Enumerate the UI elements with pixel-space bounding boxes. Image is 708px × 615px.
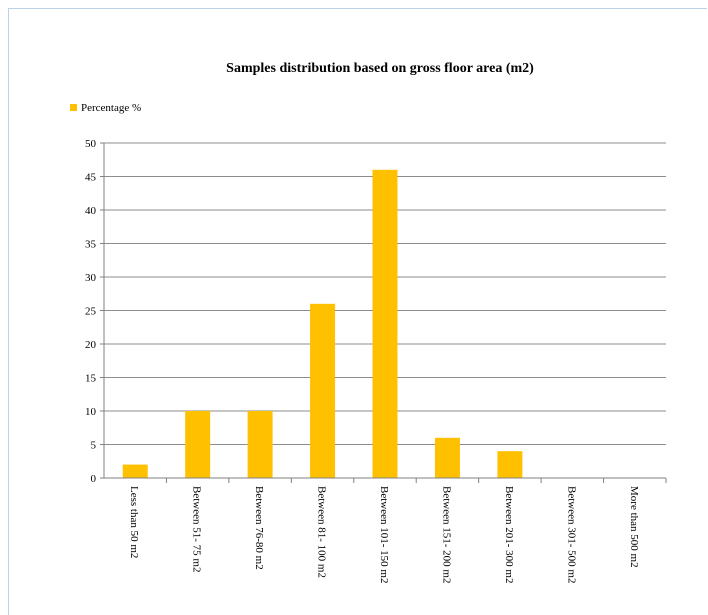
bar bbox=[372, 169, 398, 479]
axes bbox=[100, 142, 667, 483]
x-tick-label: Between 51- 75 m2 bbox=[191, 486, 203, 572]
y-tick-label: 0 bbox=[91, 473, 97, 485]
x-tick-label: Between 151- 200 m2 bbox=[440, 486, 452, 583]
bars bbox=[122, 169, 523, 479]
y-tick-label: 40 bbox=[85, 205, 97, 217]
chart-title: Samples distribution based on gross floo… bbox=[226, 61, 534, 76]
x-tick-label: Between 76-80 m2 bbox=[253, 486, 265, 570]
y-tick-label: 30 bbox=[85, 272, 97, 284]
y-tick-label: 20 bbox=[85, 339, 97, 351]
x-tick-label: Between 301- 500 m2 bbox=[565, 486, 577, 583]
x-tick-label: More than 500 m2 bbox=[628, 486, 640, 568]
bar bbox=[310, 303, 336, 478]
bar bbox=[185, 411, 211, 478]
x-tick-label: Less than 50 m2 bbox=[128, 486, 140, 558]
x-tick-label: Between 201- 300 m2 bbox=[503, 486, 515, 583]
y-tick-label: 35 bbox=[85, 239, 97, 251]
legend-swatch bbox=[70, 104, 77, 111]
y-tick-label: 15 bbox=[85, 373, 97, 385]
x-tick-label: Between 81- 100 m2 bbox=[316, 486, 328, 578]
y-tick-labels: 0 5 10 15 20 25 30 35 40 45 50 bbox=[85, 138, 97, 485]
y-tick-label: 5 bbox=[91, 440, 97, 452]
y-tick-label: 10 bbox=[85, 406, 97, 418]
bar bbox=[247, 411, 273, 478]
bar bbox=[122, 464, 148, 478]
y-tick-label: 45 bbox=[85, 172, 97, 184]
legend-label: Percentage % bbox=[81, 102, 141, 114]
chart-frame bbox=[8, 8, 707, 615]
x-tick-label: Between 101- 150 m2 bbox=[378, 486, 390, 583]
bar bbox=[497, 451, 523, 478]
bar bbox=[434, 437, 460, 478]
y-tick-label: 50 bbox=[85, 138, 97, 150]
y-tick-label: 25 bbox=[85, 306, 97, 318]
x-tick-labels: Less than 50 m2 Between 51- 75 m2 Between … bbox=[128, 486, 640, 583]
